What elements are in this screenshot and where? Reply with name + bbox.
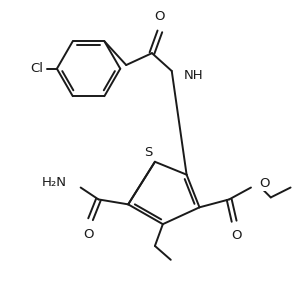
Text: O: O bbox=[83, 228, 94, 241]
Text: O: O bbox=[155, 10, 165, 23]
Text: NH: NH bbox=[184, 69, 203, 82]
Text: O: O bbox=[259, 177, 269, 190]
Text: Cl: Cl bbox=[30, 62, 43, 75]
Text: H₂N: H₂N bbox=[42, 176, 67, 189]
Text: S: S bbox=[144, 146, 152, 159]
Text: O: O bbox=[231, 229, 241, 242]
Text: NH: NH bbox=[184, 69, 203, 82]
